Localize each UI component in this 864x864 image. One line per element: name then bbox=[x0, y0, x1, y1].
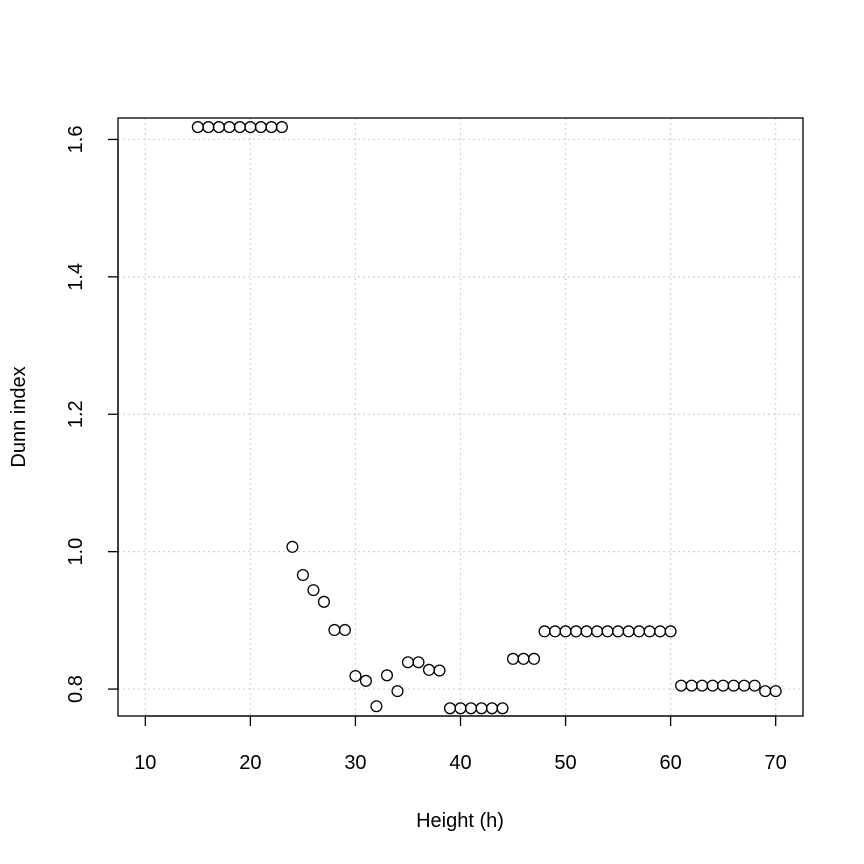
y-axis: 0.8 1.0 1.2 1.4 1.6 bbox=[65, 126, 119, 703]
data-point bbox=[275, 121, 288, 134]
x-tick-label: 30 bbox=[344, 752, 366, 774]
x-tick-label: 50 bbox=[554, 752, 576, 774]
data-point bbox=[769, 685, 782, 698]
x-tick-label: 20 bbox=[239, 752, 261, 774]
data-point bbox=[433, 664, 446, 677]
data-point bbox=[527, 652, 541, 665]
y-tick-label: 1.6 bbox=[65, 126, 87, 154]
grid-lines bbox=[118, 118, 803, 716]
data-point bbox=[412, 656, 425, 669]
data-point bbox=[391, 685, 404, 698]
data-point bbox=[317, 595, 330, 608]
x-axis: 10 20 30 40 50 60 70 bbox=[134, 715, 787, 774]
y-tick-label: 1.4 bbox=[65, 263, 87, 291]
x-tick-label: 70 bbox=[765, 752, 787, 774]
data-points bbox=[191, 121, 782, 715]
data-point bbox=[748, 679, 761, 692]
data-point bbox=[496, 702, 509, 715]
y-tick-label: 0.8 bbox=[65, 675, 87, 703]
y-axis-label: Dunn index bbox=[8, 366, 30, 467]
x-tick-label: 40 bbox=[449, 752, 471, 774]
data-point bbox=[286, 540, 299, 553]
data-point bbox=[370, 700, 383, 713]
x-axis-label: Height (h) bbox=[416, 810, 504, 832]
data-point bbox=[296, 568, 309, 582]
y-tick-label: 1.0 bbox=[65, 538, 87, 566]
data-point bbox=[307, 584, 320, 597]
data-point bbox=[349, 669, 362, 683]
data-point bbox=[359, 674, 372, 687]
data-point bbox=[664, 625, 677, 638]
data-point bbox=[380, 669, 394, 682]
x-tick-label: 10 bbox=[134, 752, 156, 774]
y-tick-label: 1.2 bbox=[65, 400, 87, 428]
x-tick-label: 60 bbox=[659, 752, 681, 774]
data-point bbox=[338, 623, 351, 637]
